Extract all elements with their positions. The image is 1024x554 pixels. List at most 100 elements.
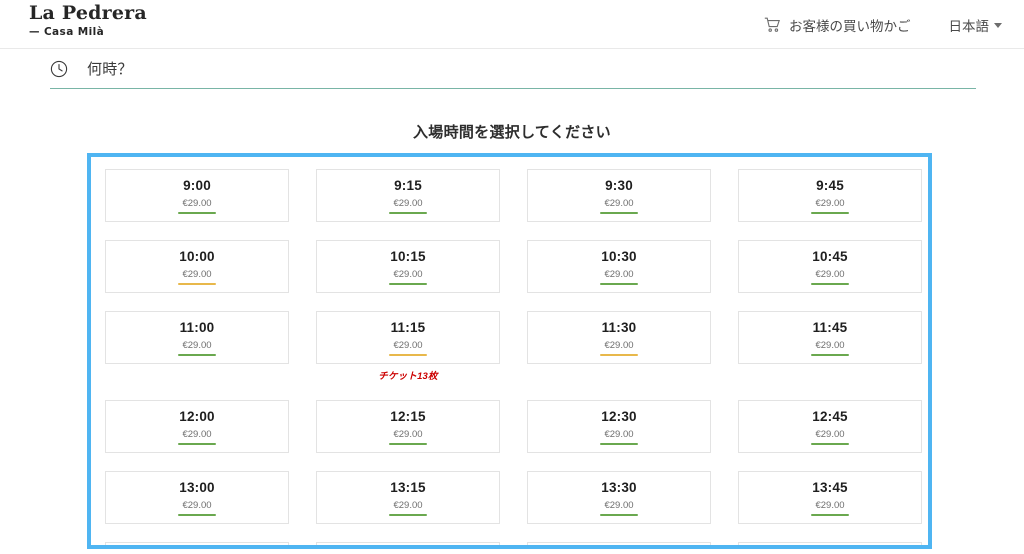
time-slot-card[interactable]: 11:30 €29.00 — [527, 311, 711, 364]
availability-bar — [811, 212, 849, 215]
time-slot-card[interactable]: 13:45 €29.00 — [738, 471, 922, 524]
time-slot-price: €29.00 — [182, 499, 212, 511]
time-slot-card[interactable]: 12:45 €29.00 — [738, 400, 922, 453]
availability-bar — [811, 443, 849, 446]
time-slot-card[interactable]: 13:15 €29.00 — [316, 471, 500, 524]
time-slot-cell: 12:30 €29.00 — [527, 400, 711, 453]
availability-bar — [178, 514, 216, 517]
time-slot-cell: 12:00 €29.00 — [105, 400, 289, 453]
time-slot-card[interactable]: 13:00 €29.00 — [105, 471, 289, 524]
time-slot-cell: 10:00 €29.00 — [105, 240, 289, 293]
time-slot-price: €29.00 — [393, 499, 423, 511]
time-slot-card[interactable]: 9:45 €29.00 — [738, 169, 922, 222]
availability-bar — [178, 212, 216, 215]
time-slot-price: €29.00 — [393, 428, 423, 440]
time-slot-card[interactable]: 14:15€29.00 — [316, 542, 500, 545]
time-slot-card[interactable]: 14:45€29.00 — [738, 542, 922, 545]
time-slot-card[interactable]: 9:15 €29.00 — [316, 169, 500, 222]
time-slot-cell: 12:15 €29.00 — [316, 400, 500, 453]
logo-title: La Pedrera — [29, 2, 147, 24]
time-slot-time: 10:00 — [179, 248, 215, 264]
time-slot-time: 9:00 — [183, 177, 211, 193]
time-slot-price: €29.00 — [604, 339, 634, 351]
time-slot-card[interactable]: 14:00€29.00 — [105, 542, 289, 545]
time-slot-cell: 10:30 €29.00 — [527, 240, 711, 293]
time-slot-card[interactable]: 12:00 €29.00 — [105, 400, 289, 453]
time-slot-time: 11:45 — [812, 319, 848, 335]
time-slot-price: €29.00 — [182, 339, 212, 351]
time-slot-card[interactable]: 10:30 €29.00 — [527, 240, 711, 293]
logo-subtitle: — Casa Milà — [29, 26, 105, 38]
time-slot-time: 12:45 — [812, 408, 848, 424]
time-slot-card[interactable]: 11:00 €29.00 — [105, 311, 289, 364]
time-slot-cell: 13:45 €29.00 — [738, 471, 922, 524]
time-slot-cell: 9:15 €29.00 — [316, 169, 500, 222]
time-slot-cell: 11:45 €29.00 — [738, 311, 922, 382]
time-slot-card[interactable]: 10:00 €29.00 — [105, 240, 289, 293]
time-slot-cell: 14:30€29.00 — [527, 542, 711, 545]
time-slot-cell: 14:15€29.00 — [316, 542, 500, 545]
availability-bar — [600, 212, 638, 215]
time-slot-price: €29.00 — [604, 197, 634, 209]
time-slot-time: 9:15 — [394, 177, 422, 193]
availability-bar — [600, 283, 638, 286]
time-slot-price: €29.00 — [393, 268, 423, 280]
time-slot-price: €29.00 — [393, 339, 423, 351]
language-selector[interactable]: 日本語 — [948, 15, 1002, 35]
time-slot-time: 10:15 — [390, 248, 426, 264]
question-text: 何時？ — [87, 61, 133, 78]
time-slot-cell: 14:45€29.00 — [738, 542, 922, 545]
time-slot-time: 12:30 — [601, 408, 637, 424]
time-slot-time: 9:45 — [816, 177, 844, 193]
time-slot-card[interactable]: 9:30 €29.00 — [527, 169, 711, 222]
time-slot-price: €29.00 — [815, 197, 845, 209]
time-slot-card[interactable]: 14:30€29.00 — [527, 542, 711, 545]
site-logo[interactable]: La Pedrera — Casa Milà — [29, 4, 169, 38]
availability-bar — [600, 443, 638, 446]
time-slot-card[interactable]: 12:30 €29.00 — [527, 400, 711, 453]
time-slot-time: 13:00 — [179, 479, 215, 495]
time-slot-cell: 9:45 €29.00 — [738, 169, 922, 222]
time-slot-time: 12:00 — [179, 408, 215, 424]
ticket-count-note: チケット13枚 — [378, 371, 438, 382]
time-slot-grid: 9:00 €29.00 9:15 €29.00 9:30 €29.00 9:45 €29.00… — [91, 157, 928, 545]
time-slot-time: 10:30 — [601, 248, 637, 264]
time-slot-price: €29.00 — [815, 428, 845, 440]
shopping-cart-icon — [764, 17, 781, 33]
availability-bar — [389, 283, 427, 286]
section-divider — [50, 88, 976, 89]
availability-bar — [389, 443, 427, 446]
availability-bar — [389, 354, 427, 357]
time-slot-price: €29.00 — [604, 428, 634, 440]
time-slot-card[interactable]: 9:00 €29.00 — [105, 169, 289, 222]
clock-icon — [50, 60, 68, 78]
time-slot-time: 13:15 — [390, 479, 426, 495]
time-slot-time: 11:30 — [601, 319, 637, 335]
time-slot-card[interactable]: 10:15 €29.00 — [316, 240, 500, 293]
time-slot-time: 12:15 — [390, 408, 426, 424]
time-slot-price: €29.00 — [182, 428, 212, 440]
availability-bar — [178, 443, 216, 446]
availability-bar — [811, 354, 849, 357]
time-slot-cell: 10:45 €29.00 — [738, 240, 922, 293]
time-slot-card[interactable]: 12:15 €29.00 — [316, 400, 500, 453]
cart-link[interactable]: お客様の買い物かご — [764, 15, 911, 35]
time-slot-card[interactable]: 13:30 €29.00 — [527, 471, 711, 524]
site-header: La Pedrera — Casa Milà お客様の買い物かご 日本語 — [0, 0, 1024, 49]
time-slot-price: €29.00 — [815, 499, 845, 511]
time-slot-cell: 9:00 €29.00 — [105, 169, 289, 222]
availability-bar — [811, 514, 849, 517]
availability-bar — [600, 514, 638, 517]
availability-bar — [178, 283, 216, 286]
time-slot-card[interactable]: 11:45 €29.00 — [738, 311, 922, 364]
time-slot-price: €29.00 — [182, 268, 212, 280]
time-slot-card[interactable]: 10:45 €29.00 — [738, 240, 922, 293]
language-label: 日本語 — [948, 18, 990, 34]
availability-bar — [389, 514, 427, 517]
time-slot-cell: 13:30 €29.00 — [527, 471, 711, 524]
time-slot-cell: 9:30 €29.00 — [527, 169, 711, 222]
availability-bar — [811, 283, 849, 286]
chevron-down-icon — [994, 23, 1002, 28]
time-slot-time: 11:15 — [390, 319, 426, 335]
time-slot-card[interactable]: 11:15 €29.00 — [316, 311, 500, 364]
